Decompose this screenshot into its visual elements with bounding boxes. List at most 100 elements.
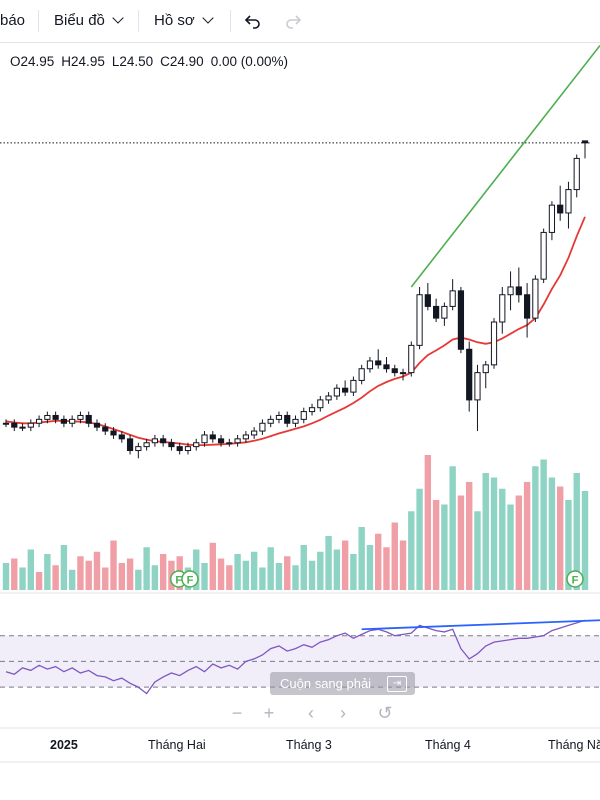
scroll-right-button[interactable]: Cuộn sang phải ⇥ [270,672,415,695]
volume-bar [317,551,324,590]
volume-bar [193,549,200,590]
candle-body [44,414,51,420]
volume-bar [300,545,307,590]
candle-body [416,294,423,346]
candle-body [490,321,498,366]
candle-body [383,364,390,370]
candle-body [143,442,150,448]
candle-body [482,364,489,374]
x-tick-label: Tháng Năm [548,738,600,752]
candle-body [532,278,539,319]
toolbar-item-alerts[interactable]: báo [0,0,25,42]
volume-bar [143,547,150,590]
candle-body [524,294,531,319]
volume-bar [325,536,332,590]
volume-bar [383,547,390,590]
candle-body [2,422,10,425]
candle-body [201,434,208,444]
candle-body [366,360,374,370]
volume-bar [523,482,531,590]
volume-bar [267,547,274,590]
volume-bar [85,560,92,590]
candle-body [93,422,101,428]
candle-body [193,442,200,448]
candle-body [69,418,76,424]
volume-bar [457,495,465,590]
candle-body [19,426,26,429]
volume-bar [275,563,283,590]
candle-body [242,434,249,440]
volume-bar [482,473,489,590]
moving-average-line [5,216,586,446]
scroll-left-button[interactable]: ‹ [308,703,314,723]
ohlc-low: L24.50 [111,54,154,69]
candle-body [474,372,481,401]
candle-body [27,422,34,428]
volume-bar [209,542,216,590]
candle-body [317,399,324,409]
x-tick-label: 2025 [50,738,78,752]
earnings-marker-label: F [187,575,194,587]
zoom-out-button[interactable]: − [231,703,243,723]
undo-button[interactable] [244,0,268,42]
candle-body [358,368,365,381]
toolbar-item-chart-label: Biểu đồ [54,12,105,29]
ohlc-open: O24.95 [10,54,55,69]
toolbar-item-profile[interactable]: Hồ sơ [154,0,214,42]
candle-body [135,446,142,452]
candle-body [77,414,84,420]
scroll-right-small-button[interactable]: › [340,703,346,723]
candle-body [441,305,448,319]
volume-bar [432,500,440,590]
volume-bar [424,455,432,590]
candle-body [110,430,117,436]
candle-body [581,140,589,144]
candle-body [259,422,266,432]
earnings-marker [566,570,584,588]
volume-bar [556,486,564,590]
volume-bar [375,533,382,590]
volume-bar [399,540,407,590]
volume-bar [135,569,142,590]
candle-body [292,418,299,424]
volume-bar [27,549,35,590]
top-toolbar: báo Biểu đồ Hồ sơ [0,0,600,43]
volume-bar [350,554,357,590]
volume-bar [308,560,316,590]
toolbar-separator [138,10,139,32]
volume-bar [110,540,117,590]
candle-body [449,290,456,307]
candle-body [457,290,465,350]
volume-bar [284,556,291,590]
candle-body [52,414,59,420]
volume-bar [507,504,514,590]
redo-button[interactable] [284,0,308,42]
toolbar-separator [230,10,231,32]
reset-chart-button[interactable]: ↺ [377,703,393,723]
ohlc-legend: O24.95 H24.95 L24.50 C24.90 0.00 (0.00%) [10,54,295,69]
x-tick-label: Tháng Hai [148,738,206,752]
candle-body [234,438,241,444]
toolbar-item-alerts-label: báo [0,12,26,29]
volume-bar [474,511,481,590]
volume-bar [532,466,539,590]
toolbar-item-chart[interactable]: Biểu đồ [54,0,124,42]
x-tick-label: Tháng 3 [286,738,332,752]
candle-body [308,407,316,413]
volume-bar [102,567,109,590]
zoom-in-button[interactable]: + [263,703,275,723]
candle-body [300,411,307,420]
volume-bar [44,554,51,590]
volume-bar [441,504,448,590]
candle-body [284,414,291,424]
volume-bar [159,554,167,590]
candle-body [433,305,440,319]
volume-bar [250,551,258,590]
volume-bar [358,527,365,590]
ohlc-high: H24.95 [61,54,105,69]
candle-body [60,418,67,424]
candle-body [251,430,258,436]
price-trendline [410,44,600,288]
volume-bar [201,563,208,590]
